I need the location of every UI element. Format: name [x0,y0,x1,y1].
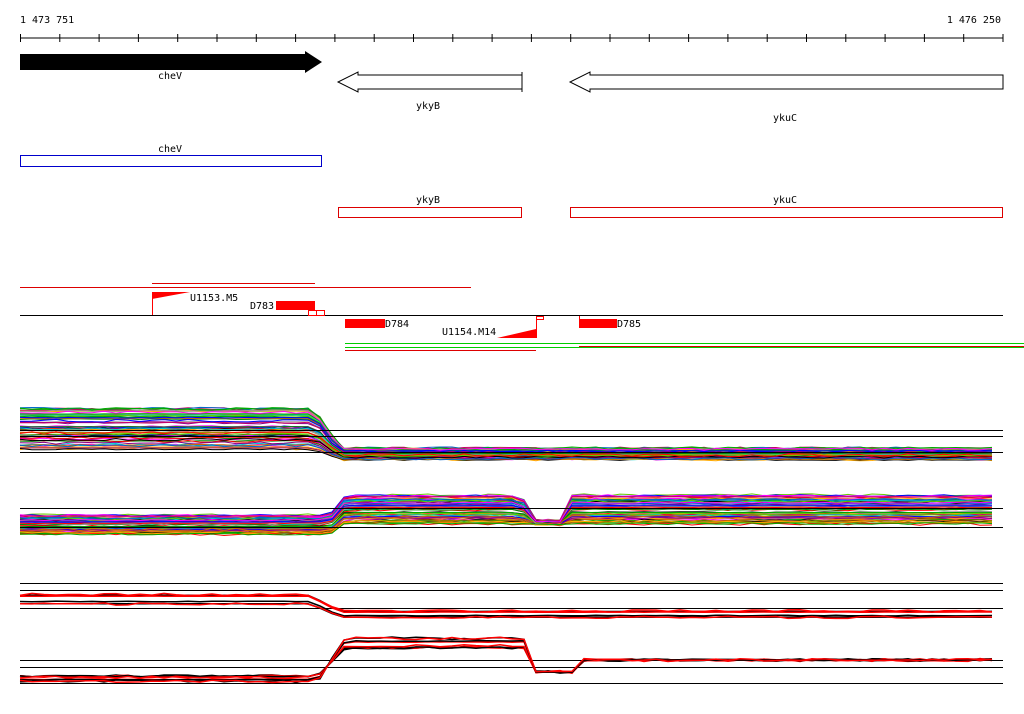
profile-line [19,513,993,531]
profile-line [19,645,993,679]
gene-arrow [20,51,322,73]
cds-label: ykuC [773,195,797,206]
gene-label: ykyB [416,101,440,112]
feature-label: D785 [617,319,641,330]
gene-label: cheV [158,71,182,82]
profile-line [19,602,993,620]
feature-label: U1154.M14 [442,327,496,338]
profile-line [19,520,993,535]
profile-line [20,595,992,614]
profile-line [19,646,993,678]
profile-line [19,506,993,525]
ruler: 1 473 751 1 476 250 [20,15,1004,42]
profile-line [19,508,993,526]
profiles [19,406,1003,684]
feature-box [316,310,325,316]
profile-line [20,495,993,522]
profile-line [19,643,993,680]
cds-label: ykyB [416,195,440,206]
cds-label: cheV [158,144,182,155]
profile-line [19,646,993,678]
profile-line [19,515,993,532]
feature-triangle [152,292,190,299]
cds-box [570,207,1003,218]
feature-box [536,316,544,320]
profile-line [19,518,993,534]
profile-line [19,431,993,458]
feature-label: D784 [385,319,409,330]
ruler-end: 1 476 250 [947,15,1001,26]
gene-arrow [336,71,523,93]
feature-box [308,310,317,316]
profile-line [19,437,993,459]
profile-line [19,416,993,452]
feature-box [276,301,315,310]
profile-line [20,504,992,523]
cds-box [20,155,322,167]
feature-label: D783 [250,301,274,312]
ruler-start: 1 473 751 [20,15,74,26]
profile-line [19,426,993,455]
gene-label: ykuC [773,113,797,124]
profile-line [19,501,993,523]
profile-line [19,511,993,528]
profile-line [19,499,993,523]
profile-line [19,410,993,451]
feature-label: U1153.M5 [190,293,238,304]
profile-line [19,600,993,617]
profile-line [19,522,993,536]
gene-arrow [568,71,1004,93]
feature-box [345,319,385,328]
profile-line [19,636,993,684]
profile-line [19,497,993,522]
feature-box [579,319,617,328]
cds-box [338,207,522,218]
feature-triangle [497,329,536,338]
